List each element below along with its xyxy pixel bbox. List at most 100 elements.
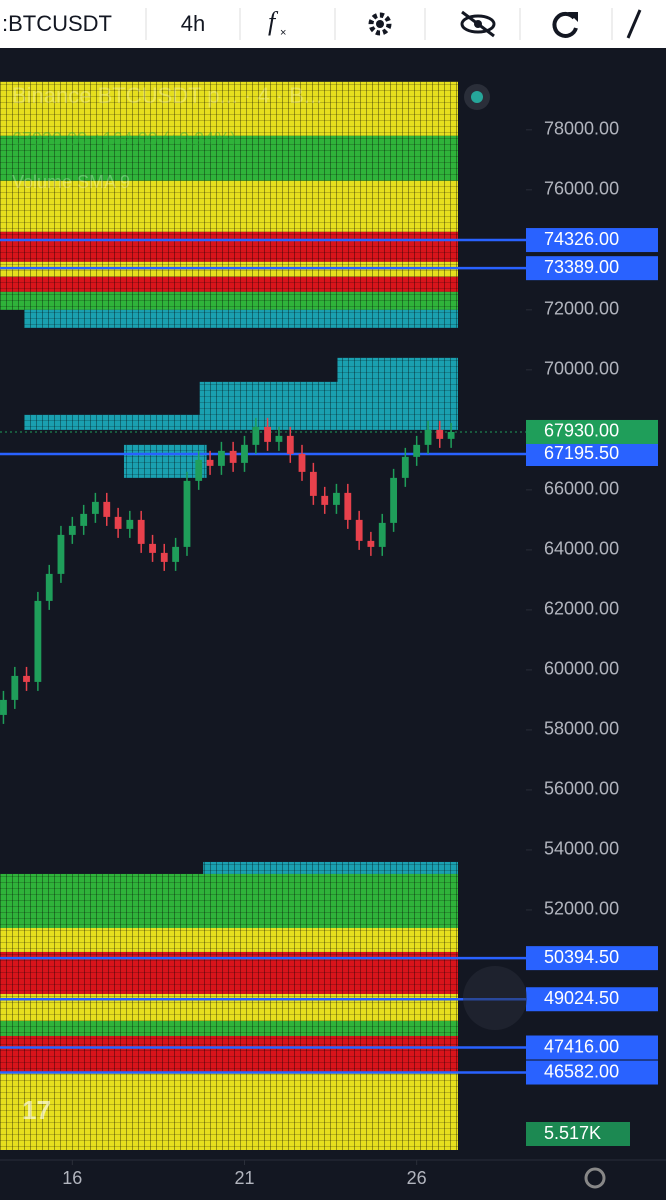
candle-body — [309, 471, 317, 496]
level-label: 49024.50 — [544, 988, 619, 1008]
y-tick-label: 66000.00 — [544, 479, 619, 499]
heatmap-texture — [0, 1020, 458, 1036]
y-tick-label: 60000.00 — [544, 659, 619, 679]
svg-text:f: f — [268, 7, 279, 36]
heatmap-texture — [0, 231, 458, 262]
candle-body — [218, 450, 225, 466]
level-label: 74326.00 — [544, 229, 619, 249]
refresh-button[interactable] — [552, 11, 578, 38]
y-tick-label: 54000.00 — [544, 839, 619, 859]
level-tag — [526, 946, 658, 971]
candle-body — [126, 519, 134, 529]
x-tick-label: 16 — [62, 1168, 82, 1188]
interval[interactable]: 4h — [181, 11, 205, 36]
x-tick-label: 26 — [407, 1168, 427, 1188]
x-tick-label: 21 — [234, 1168, 254, 1188]
candle-body — [137, 519, 145, 544]
candle-body — [195, 459, 203, 481]
candle-body — [11, 675, 19, 700]
heatmap-texture — [0, 291, 458, 310]
y-tick-label: 52000.00 — [544, 899, 619, 919]
indicators-button[interactable]: f × — [268, 7, 286, 39]
heatmap-texture — [0, 135, 458, 181]
candle-body — [424, 429, 432, 445]
candle-body — [0, 699, 7, 715]
y-tick-label: 56000.00 — [544, 779, 619, 799]
symbol[interactable]: :BTCUSDT — [2, 11, 112, 36]
logo: 17 — [22, 1095, 51, 1125]
heatmap-texture — [0, 873, 458, 928]
candle-body — [206, 459, 214, 466]
candle-body — [298, 453, 306, 472]
volume-label: 5.517K — [544, 1123, 601, 1143]
svg-text:×: × — [280, 27, 286, 39]
level-tag — [526, 987, 658, 1012]
volume-tag — [526, 1122, 630, 1146]
legend-price: 67930.00 +164.00 (+0.24%) — [12, 129, 236, 149]
legend-volume: Volume SMA 9 — [12, 172, 130, 192]
candle-body — [57, 534, 65, 574]
candle-body — [413, 444, 421, 457]
candle-body — [229, 450, 237, 463]
last-price-tag — [526, 419, 658, 444]
heatmap-texture — [0, 180, 458, 232]
legend-title: Binance BTCUSDT p... · 4 · B... — [12, 83, 322, 108]
heatmap-texture — [0, 276, 458, 292]
axis-settings[interactable] — [584, 1167, 606, 1189]
heatmap-texture — [0, 1035, 458, 1072]
candle-body — [447, 431, 455, 439]
candle-body — [378, 522, 386, 547]
candle-body — [333, 492, 340, 505]
candle-body — [68, 525, 76, 535]
candle-body — [367, 540, 375, 547]
level-label: 46582.00 — [544, 1061, 619, 1081]
candle-body — [34, 600, 42, 682]
y-tick-label: 58000.00 — [544, 719, 619, 739]
candle-body — [241, 444, 248, 463]
heatmap-texture — [24, 414, 200, 430]
level-label: 50394.50 — [544, 947, 619, 967]
y-tick-label: 70000.00 — [544, 359, 619, 379]
heatmap-texture — [203, 861, 458, 874]
level-tag — [526, 228, 658, 253]
level-tag — [526, 1060, 658, 1085]
candle-body — [80, 513, 88, 526]
y-tick-label: 64000.00 — [544, 539, 619, 559]
candle-body — [321, 495, 329, 505]
more-button[interactable] — [626, 9, 642, 39]
candle-body — [45, 573, 53, 601]
watermark — [463, 966, 527, 1030]
candle-body — [436, 429, 444, 439]
heatmap-texture — [0, 1071, 458, 1150]
candle-body — [286, 435, 294, 454]
candle-body — [401, 456, 409, 478]
level-tag — [526, 442, 658, 467]
level-label: 73389.00 — [544, 257, 619, 277]
candle-body — [390, 477, 398, 523]
y-tick-label: 62000.00 — [544, 599, 619, 619]
level-tag — [526, 256, 658, 281]
candle-body — [264, 426, 271, 442]
settings-button[interactable] — [368, 12, 392, 36]
heatmap-texture — [0, 81, 458, 136]
level-label: 47416.00 — [544, 1036, 619, 1056]
candle-body — [344, 492, 352, 520]
candle-body — [149, 543, 156, 553]
y-tick-label: 78000.00 — [544, 119, 619, 139]
hide-button[interactable] — [460, 10, 496, 38]
y-tick-label: 72000.00 — [544, 299, 619, 319]
candle-body — [275, 435, 283, 442]
candle-body — [355, 519, 363, 541]
candle-body — [172, 546, 180, 562]
y-tick-label: 76000.00 — [544, 179, 619, 199]
heatmap-texture — [199, 381, 458, 430]
last-price-label: 67930.00 — [544, 421, 619, 441]
heatmap-texture — [24, 309, 458, 328]
heatmap-texture — [0, 927, 458, 952]
level-label: 67195.50 — [544, 443, 619, 463]
heatmap-texture — [123, 444, 207, 478]
candle-body — [183, 480, 191, 547]
candle-body — [114, 516, 122, 529]
